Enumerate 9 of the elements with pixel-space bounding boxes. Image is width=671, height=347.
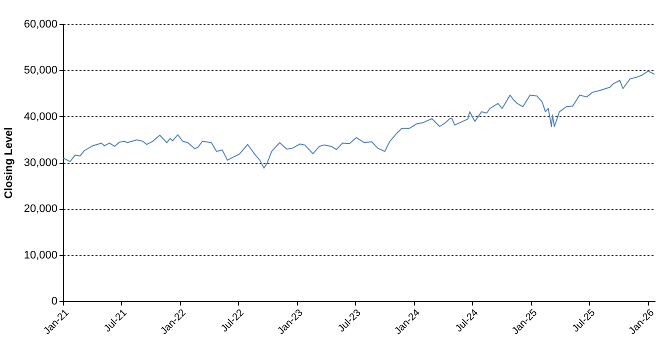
y-tick-label: 60,000	[24, 18, 58, 30]
y-tick-label: 50,000	[24, 64, 58, 77]
y-tick-label: 0	[51, 296, 58, 308]
y-tick-label: 30,000	[24, 157, 58, 169]
line-series	[63, 70, 655, 169]
y-tick-label: 10,000	[24, 249, 58, 262]
y-tick-label: 20,000	[24, 203, 58, 216]
y-tick-label: 40,000	[24, 110, 58, 123]
y-axis-title: Closing Level	[2, 127, 15, 199]
